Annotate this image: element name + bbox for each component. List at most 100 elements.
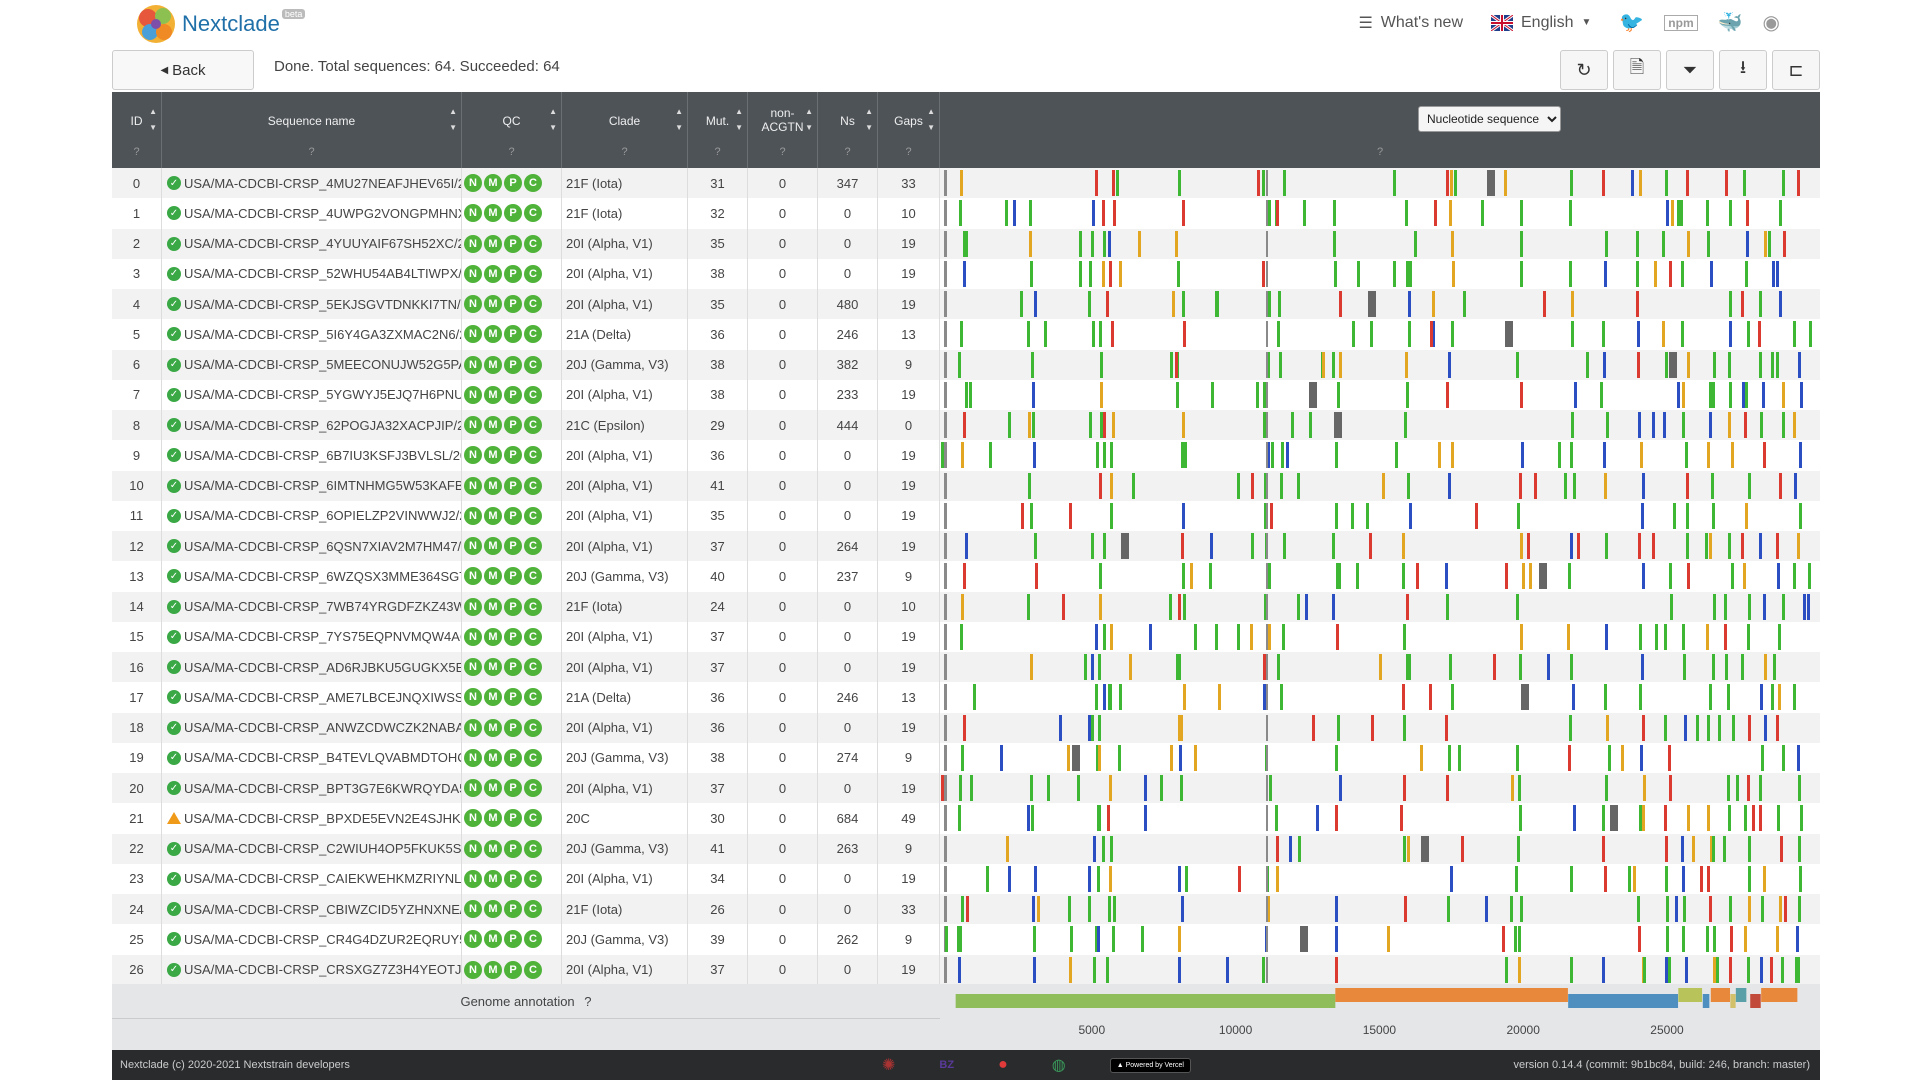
mutation-mark[interactable]	[1520, 230, 1523, 257]
mutation-mark[interactable]	[1652, 412, 1655, 439]
mutation-mark[interactable]	[1796, 926, 1799, 953]
mutation-mark[interactable]	[958, 956, 961, 983]
qc-badge-m[interactable]: M	[484, 204, 502, 223]
mutation-mark[interactable]	[1118, 744, 1121, 771]
qc-badge-m[interactable]: M	[484, 234, 502, 253]
mutation-mark[interactable]	[1271, 442, 1274, 469]
mutation-mark[interactable]	[1335, 744, 1338, 771]
mutation-mark[interactable]	[1336, 623, 1339, 650]
mutation-mark[interactable]	[1705, 533, 1708, 560]
mutation-mark[interactable]	[1520, 623, 1523, 650]
mutation-mark[interactable]	[1270, 502, 1273, 529]
mutation-mark[interactable]	[1393, 170, 1396, 197]
mutation-mark[interactable]	[1759, 805, 1762, 832]
qc-badge-n[interactable]: N	[464, 264, 482, 283]
mutation-mark[interactable]	[1520, 533, 1523, 560]
mutation-mark[interactable]	[1182, 412, 1185, 439]
table-row[interactable]: 16 ✓ USA/MA-CDCBI-CRSP_AD6RJBKU5GUGKX5E/N M…	[112, 652, 1820, 683]
mutation-mark[interactable]	[1706, 200, 1709, 227]
mutation-mark[interactable]	[1034, 865, 1037, 892]
mutation-mark[interactable]	[1747, 956, 1750, 983]
mutation-mark[interactable]	[1044, 321, 1047, 348]
mutation-mark[interactable]	[1510, 896, 1513, 923]
mutation-mark[interactable]	[1793, 684, 1796, 711]
sequence-start-marker[interactable]	[944, 291, 947, 318]
qc-badge-m[interactable]: M	[484, 930, 502, 949]
missing-region[interactable]	[1300, 926, 1308, 953]
mutation-mark[interactable]	[1298, 835, 1301, 862]
mutation-mark[interactable]	[1034, 533, 1037, 560]
qc-badge-p[interactable]: P	[504, 295, 522, 314]
qc-badge-c[interactable]: C	[524, 839, 542, 858]
mutation-mark[interactable]	[1664, 714, 1667, 741]
mutation-mark[interactable]	[1782, 593, 1785, 620]
mutation-mark[interactable]	[1403, 714, 1406, 741]
sequence-start-marker[interactable]	[944, 654, 947, 681]
mutation-mark[interactable]	[1029, 200, 1032, 227]
mutation-mark[interactable]	[1194, 623, 1197, 650]
sequence-start-marker[interactable]	[944, 714, 947, 741]
table-row[interactable]: 18 ✓ USA/MA-CDCBI-CRSP_ANWZCDWCZK2NABA N M P C…	[112, 712, 1820, 743]
table-row[interactable]: 19 ✓ USA/MA-CDCBI-CRSP_B4TEVLQVABMDTOHC N M P…	[112, 742, 1820, 773]
mutation-mark[interactable]	[1099, 563, 1102, 590]
mutation-mark[interactable]	[1700, 865, 1703, 892]
sequence-track[interactable]	[940, 168, 1820, 198]
mutation-mark[interactable]	[1664, 623, 1667, 650]
brand[interactable]: Nextclade beta	[136, 4, 306, 44]
qc-badge-m[interactable]: M	[484, 325, 502, 344]
qc-badge-n[interactable]: N	[464, 779, 482, 798]
mutation-mark[interactable]	[1091, 533, 1094, 560]
mutation-mark[interactable]	[1604, 472, 1607, 499]
mutation-mark[interactable]	[1543, 291, 1546, 318]
mutation-mark[interactable]	[1178, 956, 1181, 983]
qc-badge-p[interactable]: P	[504, 748, 522, 767]
mutation-mark[interactable]	[1020, 291, 1023, 318]
mutation-mark[interactable]	[1028, 412, 1031, 439]
genome-annotation-map[interactable]: 5000 10000 15000 20000 25000	[940, 984, 1820, 1050]
qc-badge-m[interactable]: M	[484, 900, 502, 919]
mutation-mark[interactable]	[1519, 472, 1522, 499]
mutation-mark[interactable]	[1281, 442, 1284, 469]
mutation-mark[interactable]	[1112, 412, 1115, 439]
mutation-mark[interactable]	[1666, 896, 1669, 923]
col-mut-help[interactable]: ?	[714, 146, 721, 158]
mutation-mark[interactable]	[1402, 533, 1405, 560]
table-row[interactable]: 22 ✓ USA/MA-CDCBI-CRSP_C2WIUH4OP5FKUK5S/N M…	[112, 833, 1820, 864]
mutation-mark[interactable]	[1251, 533, 1254, 560]
mutation-mark[interactable]	[1280, 684, 1283, 711]
qc-badge-c[interactable]: C	[524, 627, 542, 646]
sequence-track[interactable]	[940, 198, 1820, 228]
rerun-button[interactable]: ↻	[1560, 50, 1608, 90]
mutation-mark[interactable]	[1799, 502, 1802, 529]
mutation-mark[interactable]	[1106, 956, 1109, 983]
mutation-mark[interactable]	[1170, 351, 1173, 378]
mutation-mark[interactable]	[960, 623, 963, 650]
mutation-mark[interactable]	[1713, 593, 1716, 620]
qc-badge-p[interactable]: P	[504, 809, 522, 828]
mutation-mark[interactable]	[1567, 623, 1570, 650]
mutation-mark[interactable]	[1068, 896, 1071, 923]
sequence-view-cell[interactable]	[940, 622, 1820, 652]
qc-badge-n[interactable]: N	[464, 325, 482, 344]
deletion-mark[interactable]	[1266, 926, 1268, 953]
mutation-mark[interactable]	[1677, 381, 1680, 408]
mutation-mark[interactable]	[1730, 926, 1733, 953]
mutation-mark[interactable]	[1286, 442, 1289, 469]
biozentrum-logo-icon[interactable]: BZ	[939, 1059, 955, 1071]
mutation-mark[interactable]	[1773, 654, 1776, 681]
qc-badge-p[interactable]: P	[504, 779, 522, 798]
sequence-view-cell[interactable]	[940, 471, 1820, 501]
qc-badge-p[interactable]: P	[504, 264, 522, 283]
qc-badge-n[interactable]: N	[464, 385, 482, 404]
mutation-mark[interactable]	[1712, 835, 1715, 862]
mutation-mark[interactable]	[1665, 351, 1668, 378]
qc-badge-c[interactable]: C	[524, 295, 542, 314]
qc-badge-p[interactable]: P	[504, 506, 522, 525]
mutation-mark[interactable]	[989, 442, 992, 469]
mutation-mark[interactable]	[1369, 533, 1372, 560]
mutation-mark[interactable]	[1752, 805, 1755, 832]
mutation-mark[interactable]	[1262, 956, 1265, 983]
mutation-mark[interactable]	[1682, 865, 1685, 892]
col-name[interactable]: Sequence name ▲ ▼ ?	[162, 92, 462, 168]
mutation-mark[interactable]	[1030, 654, 1033, 681]
